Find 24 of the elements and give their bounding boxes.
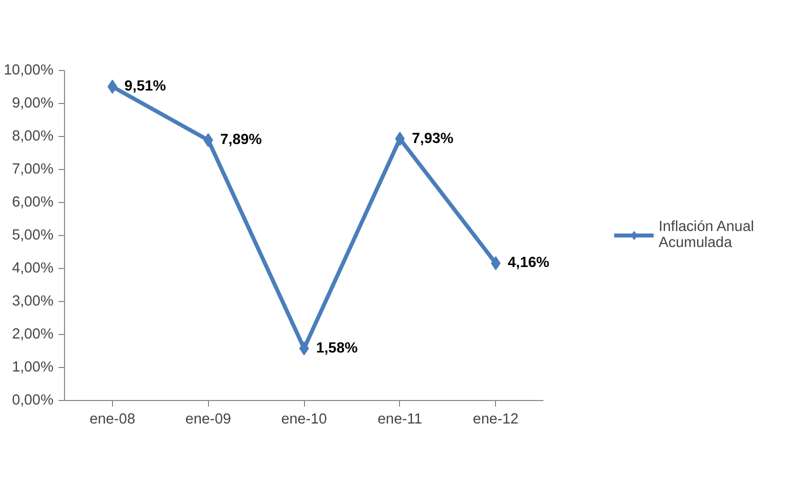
data-label: 7,93% [412, 130, 454, 147]
y-tick-label: 1,00% [12, 360, 54, 376]
y-tick-label: 7,00% [12, 162, 54, 178]
y-tick-label: 4,00% [12, 260, 54, 276]
y-tick-label: 3,00% [12, 294, 54, 310]
y-tick-label: 2,00% [12, 326, 54, 342]
y-tick-label: 6,00% [12, 194, 54, 210]
legend-label: Inflación Anual Acumulada [658, 219, 754, 251]
x-tick-label: ene-11 [378, 412, 422, 428]
y-tick-label: 9,00% [12, 96, 54, 112]
y-tick-label: 5,00% [12, 228, 54, 244]
data-label: 9,51% [124, 78, 166, 95]
x-tick-label: ene-08 [90, 412, 136, 428]
data-label: 1,58% [316, 340, 358, 356]
x-tick-label: ene-10 [281, 412, 327, 428]
x-tick-label: ene-12 [472, 412, 519, 428]
y-tick-label: 0,00% [12, 392, 54, 408]
data-label: 7,89% [220, 132, 262, 148]
x-tick-label: ene-09 [185, 412, 232, 428]
data-label: 4,16% [508, 255, 550, 272]
y-tick-label: 10,00% [4, 62, 54, 78]
y-tick-label: 8,00% [12, 128, 54, 144]
point [203, 133, 214, 148]
point [490, 256, 501, 270]
